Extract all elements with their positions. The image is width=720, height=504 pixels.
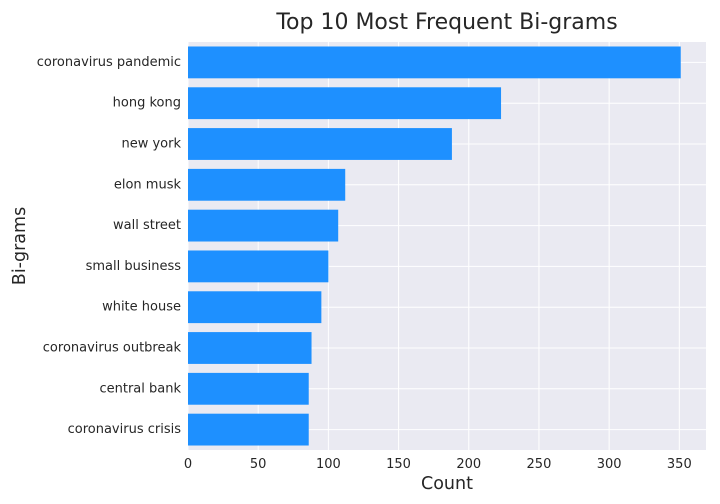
x-tick-label: 350	[667, 457, 692, 472]
bar-elon-musk	[188, 168, 346, 201]
x-tick-label: 50	[250, 457, 267, 472]
y-tick-label: elon musk	[114, 177, 182, 192]
bar-coronavirus-outbreak	[188, 332, 312, 364]
y-tick-labels: coronavirus pandemic hong kong new york elo…	[37, 55, 182, 437]
x-tick-label: 200	[456, 457, 481, 472]
bar-central-bank	[188, 372, 309, 405]
y-tick-label: coronavirus crisis	[68, 422, 182, 437]
x-tick-label: 250	[527, 457, 552, 472]
bar-white-house	[188, 291, 322, 324]
bar-wall-street	[188, 209, 339, 242]
y-tick-label: white house	[102, 300, 181, 315]
y-tick-label: central bank	[99, 381, 181, 396]
x-tick-label: 150	[386, 457, 411, 472]
x-tick-label: 300	[597, 457, 622, 472]
bar-small-business	[188, 250, 329, 283]
x-axis-title: Count	[421, 474, 473, 494]
y-axis-title: Bi-grams	[10, 207, 30, 285]
chart-title: Top 10 Most Frequent Bi-grams	[275, 10, 617, 35]
y-tick-label: hong kong	[113, 96, 181, 111]
bar-hong-kong	[188, 87, 502, 120]
bar-coronavirus-crisis	[188, 413, 309, 446]
x-tick-labels: 0 50 100 150 200 250 300 350	[184, 457, 692, 472]
y-tick-label: coronavirus pandemic	[37, 55, 181, 70]
y-tick-label: new york	[121, 137, 181, 152]
x-tick-label: 0	[184, 457, 192, 472]
x-tick-label: 100	[316, 457, 341, 472]
y-tick-label: coronavirus outbreak	[43, 341, 182, 356]
bar-new-york	[188, 128, 452, 160]
bar-coronavirus-pandemic	[188, 46, 681, 79]
bars	[188, 46, 681, 446]
y-tick-label: wall street	[113, 218, 181, 233]
y-tick-label: small business	[86, 259, 182, 274]
